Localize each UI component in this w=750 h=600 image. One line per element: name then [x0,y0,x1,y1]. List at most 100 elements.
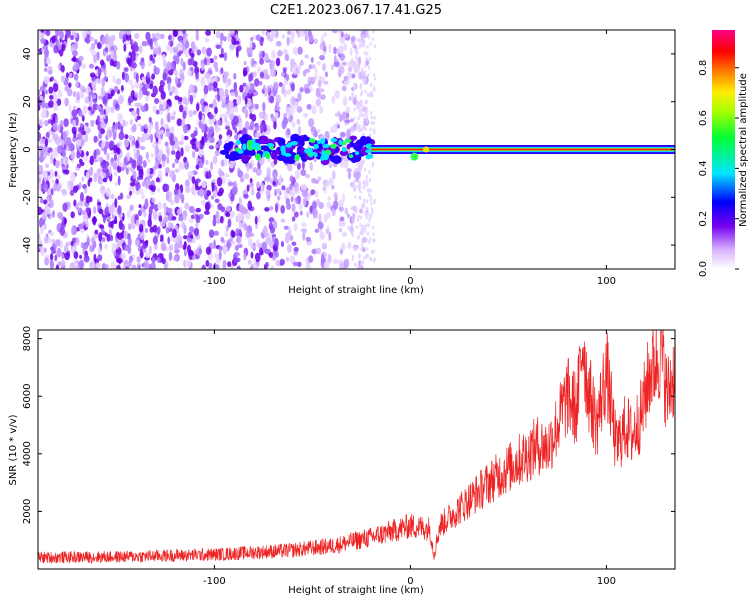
signal-blob [352,154,362,163]
noise-speckle [79,85,86,91]
noise-speckle [163,58,167,68]
noise-speckle [248,73,252,83]
noise-speckle [85,195,91,204]
noise-speckle [283,89,288,98]
noise-speckle [77,207,81,213]
noise-speckle [124,134,129,140]
noise-speckle [157,201,163,211]
noise-speckle [275,188,282,194]
noise-speckle [252,71,257,78]
noise-speckle [216,176,223,187]
noise-speckle [215,30,221,39]
noise-speckle [62,202,68,212]
noise-speckle [367,35,371,40]
noise-speckle [353,116,356,121]
noise-speckle [372,30,375,34]
noise-speckle [342,96,348,107]
noise-speckle [72,55,77,63]
noise-speckle [158,136,162,146]
noise-speckle [102,177,107,183]
noise-speckle [200,59,206,65]
noise-speckle [195,207,202,213]
noise-speckle [362,104,365,109]
noise-speckle [289,255,296,264]
noise-speckle [266,192,271,202]
noise-speckle [218,245,223,251]
noise-speckle [363,51,367,56]
noise-speckle [292,261,299,267]
noise-speckle [82,221,86,227]
noise-speckle [115,78,122,85]
noise-speckle [102,113,107,120]
noise-speckle [136,156,143,166]
noise-speckle [281,240,284,248]
noise-speckle [253,91,258,96]
noise-speckle [363,78,366,83]
noise-speckle [85,221,89,228]
noise-speckle [183,135,189,141]
y-tick-label: 0 [22,146,33,152]
noise-speckle [359,100,362,105]
noise-speckle [254,124,260,132]
signal-blob [364,137,373,145]
signal-blob [290,140,298,146]
noise-speckle [56,182,63,190]
noise-speckle [312,207,318,216]
noise-speckle [315,98,321,107]
noise-speckle [343,160,349,169]
noise-speckle [313,38,319,45]
noise-speckle [310,64,316,70]
noise-speckle [354,94,357,99]
noise-speckle [216,127,221,132]
noise-speckle [289,234,294,242]
noise-speckle [226,205,231,212]
noise-speckle [143,260,150,269]
noise-speckle [195,215,201,224]
noise-speckle [144,252,151,259]
noise-speckle [347,241,352,250]
signal-blob [317,139,321,144]
noise-speckle [341,85,347,92]
noise-speckle [284,235,290,244]
noise-speckle [54,160,60,168]
noise-speckle [250,263,254,269]
noise-speckle [351,96,355,101]
noise-speckle [100,68,106,73]
noise-speckle [198,244,202,249]
noise-speckle [331,64,334,70]
noise-speckle [370,249,374,254]
noise-speckle [102,165,108,174]
noise-speckle [354,127,358,132]
noise-speckle [263,54,270,62]
noise-speckle [201,155,205,165]
noise-speckle [165,226,170,234]
noise-speckle [311,76,316,82]
noise-speckle [344,119,351,124]
noise-speckle [162,202,167,210]
signal-blob [270,151,278,160]
noise-speckle [355,57,358,62]
noise-speckle [332,170,336,180]
noise-speckle [193,227,200,237]
noise-speckle [289,175,294,183]
noise-speckle [39,218,44,226]
noise-speckle [153,169,157,176]
noise-speckle [188,226,194,233]
noise-speckle [341,231,347,237]
signal-blob [354,151,360,156]
noise-speckle [326,211,331,219]
x-tick-label: 100 [597,576,616,587]
noise-speckle [70,172,76,182]
y-tick-label: -20 [22,189,33,205]
noise-speckle [214,143,219,149]
noise-speckle [134,32,140,40]
noise-speckle [101,236,106,243]
noise-speckle [174,76,179,86]
noise-speckle [238,123,244,131]
noise-speckle [274,203,278,214]
noise-speckle [358,109,362,114]
noise-speckle [373,116,376,121]
noise-speckle [116,157,120,165]
noise-speckle [361,260,365,265]
noise-speckle [172,46,179,53]
